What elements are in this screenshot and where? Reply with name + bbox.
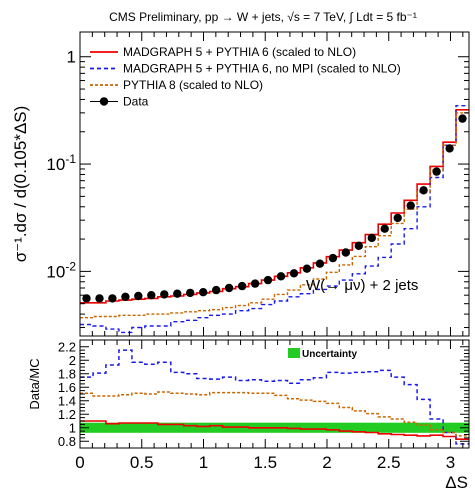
data-point: [134, 291, 143, 301]
data-point: [147, 291, 156, 300]
main-y-axis-label: σ⁻¹.dσ / d(0.105*ΔS): [11, 106, 30, 263]
ratio-line: [80, 420, 469, 440]
y-tick-label: 0.8: [58, 434, 76, 449]
x-tick-label: 2: [322, 453, 331, 472]
main-y-axis: 10-2 10-1 1: [46, 48, 469, 329]
data-point: [328, 253, 338, 263]
y-tick-label: 1.2: [58, 407, 76, 422]
y-tick-label: 1.4: [58, 393, 76, 408]
data-point: [224, 283, 234, 293]
ratio-y-axis: 0.811.21.41.61.822.2: [58, 339, 469, 449]
legend-label: Data: [123, 95, 149, 109]
y-tick-label: 1.8: [58, 366, 76, 381]
data-point: [237, 281, 247, 291]
x-tick-label: 1.5: [253, 453, 277, 472]
x-tick-label: 0: [75, 453, 84, 472]
x-tick-label: 1: [199, 453, 208, 472]
series-line: [80, 112, 469, 319]
data-point: [212, 285, 221, 295]
data-point: [302, 264, 312, 273]
ratio-x-axis: 0 0.5 1 1.5 2 2.5 3: [75, 340, 464, 472]
legend-label: MADGRAPH 5 + PYTHIA 6 (scaled to NLO): [123, 45, 356, 59]
main-plot-area: [80, 105, 469, 334]
data-point: [108, 294, 117, 303]
data-point: [82, 294, 91, 303]
channel-annotation: W(→ μν) + 2 jets: [306, 277, 418, 294]
data-point: [173, 289, 182, 298]
y-tick-label: 1.6: [58, 380, 76, 395]
data-point: [458, 114, 467, 123]
figure-header: CMS Preliminary, pp → W + jets, √s = 7 T…: [109, 10, 417, 24]
main-distribution-panel: 10-2 10-1 1 σ⁻¹.dσ / d(0.105*ΔS) W(→ μν) +…: [11, 31, 470, 337]
data-point: [367, 233, 376, 243]
uncertainty-legend: Uncertainty: [288, 348, 357, 360]
y-tick-label: 1: [69, 420, 76, 435]
data-point: [250, 279, 260, 288]
data-point: [95, 294, 104, 303]
ratio-plot-area: [80, 349, 469, 445]
main-plot-frame: [79, 31, 470, 337]
uncertainty-swatch: [288, 348, 300, 358]
data-point: [445, 144, 454, 153]
data-point: [160, 290, 169, 299]
data-point: [263, 275, 273, 285]
data-point: [419, 186, 428, 195]
x-tick-label: 0.5: [130, 453, 154, 472]
data-point: [289, 269, 299, 278]
ratio-line: [80, 391, 469, 437]
y-tick-label: 2: [69, 353, 76, 368]
uncertainty-label: Uncertainty: [302, 349, 357, 360]
data-point: [121, 292, 130, 301]
data-point: [276, 272, 286, 281]
data-point: [380, 224, 389, 233]
x-axis-label: ΔS: [445, 473, 468, 492]
data-point: [354, 241, 363, 250]
data-point: [186, 288, 195, 298]
data-point: [341, 248, 350, 257]
ratio-panel: 0.811.21.41.61.822.2 0 0.5 1 1.5 2 2.5 3 Data/…: [27, 339, 470, 492]
y-tick-label: 10-2: [46, 259, 76, 281]
ratio-y-axis-label: Data/MC: [27, 358, 42, 409]
legend: MADGRAPH 5 + PYTHIA 6 (scaled to NLO) MAD…: [90, 45, 401, 109]
x-tick-label: 3: [446, 453, 455, 472]
data-point: [199, 288, 208, 297]
data-point: [406, 201, 415, 210]
ratio-line: [80, 349, 469, 445]
y-tick-label: 1: [67, 48, 76, 67]
legend-label: PYTHIA 8 (scaled to NLO): [123, 78, 263, 92]
data-point: [432, 167, 441, 176]
legend-label: MADGRAPH 5 + PYTHIA 6, no MPI (scaled to…: [123, 62, 401, 76]
main-x-axis: [79, 32, 464, 336]
y-tick-label: 10-1: [46, 152, 76, 174]
legend-marker: [99, 97, 109, 106]
data-point: [315, 259, 325, 268]
y-tick-label: 2.2: [58, 339, 76, 354]
series-line: [80, 105, 469, 334]
data-point: [393, 213, 402, 223]
x-tick-label: 2.5: [377, 453, 401, 472]
